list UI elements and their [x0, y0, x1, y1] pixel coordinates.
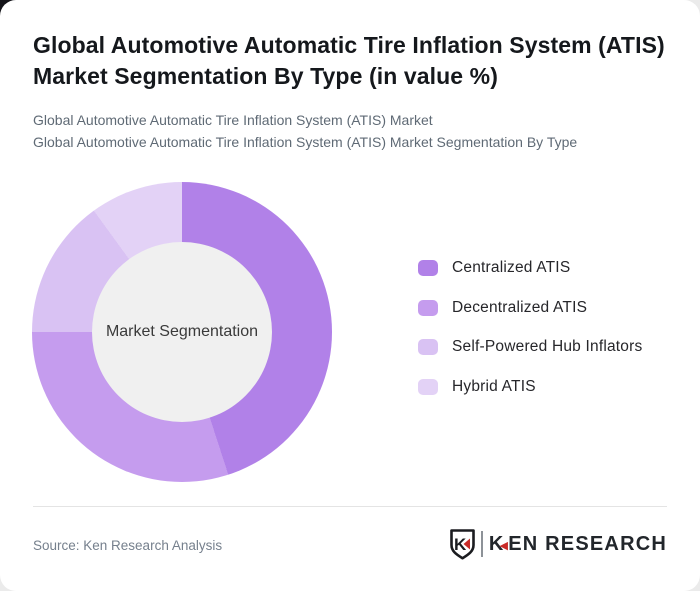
source-note: Source: Ken Research Analysis	[33, 538, 223, 553]
legend-item-centralized-atis[interactable]: Centralized ATIS	[418, 259, 642, 276]
legend-item-hybrid-atis[interactable]: Hybrid ATIS	[418, 377, 642, 395]
badge-red-arrow-icon	[463, 538, 470, 549]
donut-center: Market Segmentation	[92, 242, 272, 422]
page-title: Global Automotive Automatic Tire Inflati…	[33, 32, 665, 89]
donut-center-label: Market Segmentation	[105, 323, 259, 340]
legend-item-decentralized-atis[interactable]: Decentralized ATIS	[418, 298, 642, 316]
brand-rest: EN RESEARCH	[508, 532, 667, 555]
brand-wordmark: K◀EN RESEARCH	[489, 533, 667, 556]
legend-label: Centralized ATIS	[452, 259, 571, 276]
legend-label: Hybrid ATIS	[452, 377, 536, 395]
legend-item-self-powered-hub-inflators[interactable]: Self-Powered Hub Inflators	[418, 338, 643, 355]
legend-swatch-icon	[418, 378, 438, 395]
legend-swatch-icon	[418, 299, 438, 316]
donut-chart: Market Segmentation	[32, 182, 332, 482]
chart-subtitles: Global Automotive Automatic Tire Inflati…	[33, 109, 683, 153]
legend-swatch-icon	[418, 339, 438, 355]
chart-legend: Centralized ATIS Decentralized ATIS Self…	[418, 259, 643, 418]
footer-divider	[33, 506, 667, 507]
ken-research-shield-icon: K	[450, 528, 475, 559]
wordmark-red-arrow-icon: ◀	[499, 539, 510, 552]
subtitle-line-2: Global Automotive Automatic Tire Inflati…	[33, 134, 578, 150]
legend-label: Decentralized ATIS	[452, 298, 588, 316]
legend-label: Self-Powered Hub Inflators	[452, 338, 643, 355]
ken-research-logo: K K◀EN RESEARCH	[449, 528, 667, 560]
logo-divider-bar	[480, 531, 483, 557]
brand-k: K	[488, 532, 505, 555]
subtitle-line-1: Global Automotive Automatic Tire Inflati…	[33, 112, 433, 128]
badge-letter: K	[454, 535, 467, 554]
legend-swatch-icon	[418, 260, 438, 276]
